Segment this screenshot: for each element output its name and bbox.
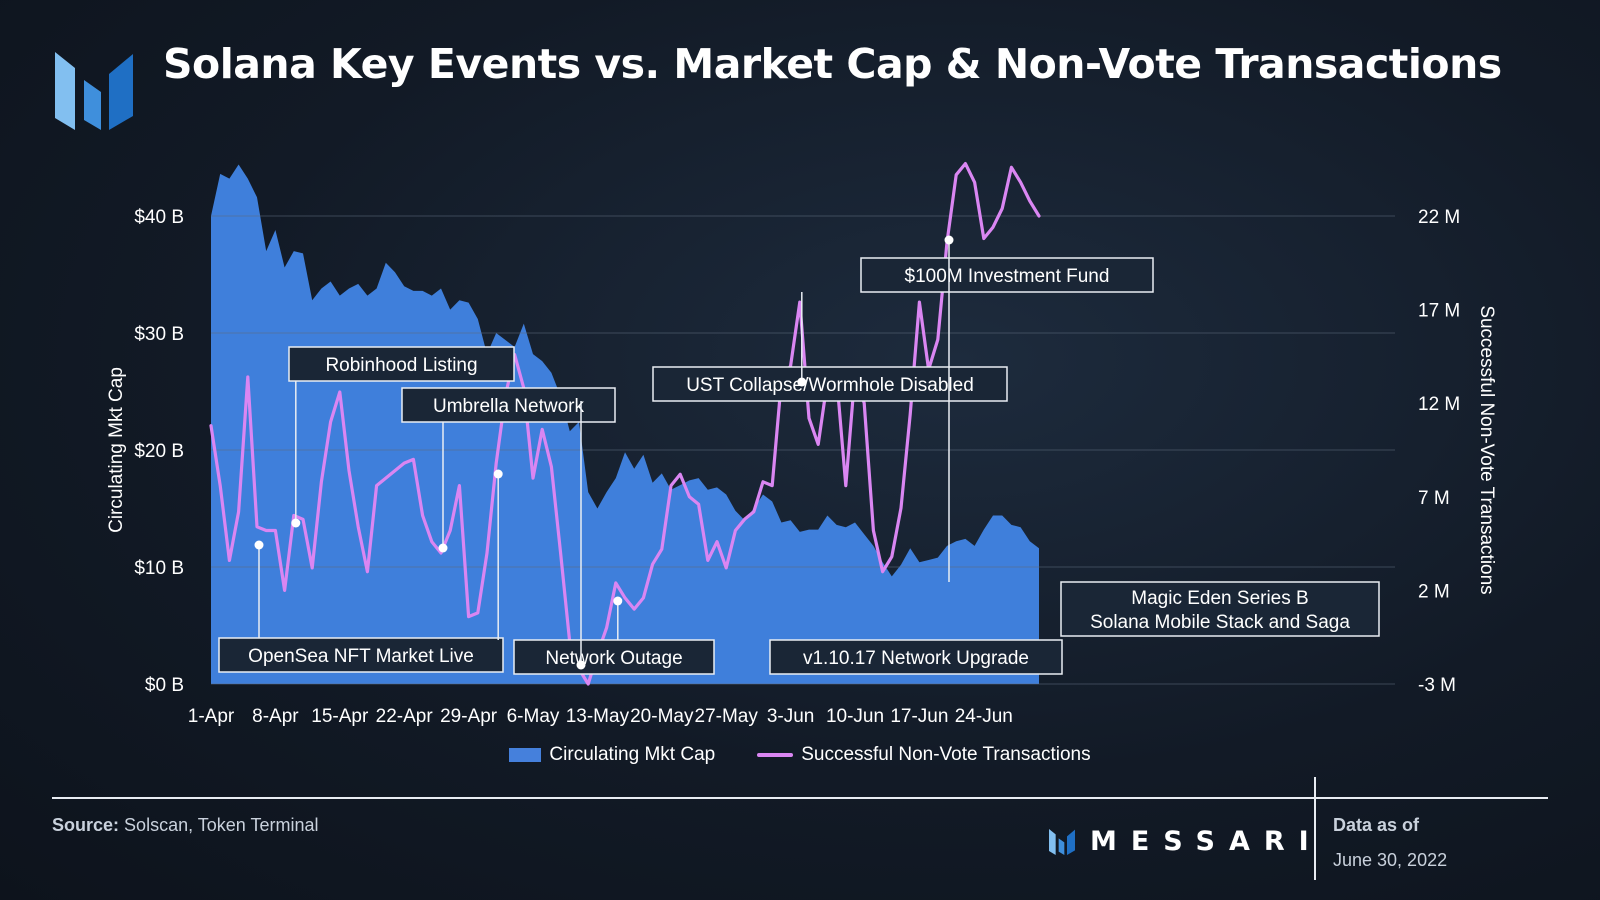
y-right-tick-label: 17 M	[1418, 301, 1460, 322]
x-tick-label: 29-Apr	[440, 706, 498, 727]
x-tick-label: 20-May	[630, 706, 694, 727]
y-left-tick-label: $40 B	[134, 207, 184, 228]
annotation-label: OpenSea NFT Market Live	[248, 646, 474, 667]
annotation-dot	[613, 596, 623, 606]
annotation-label: v1.10.17 Network Upgrade	[803, 648, 1029, 669]
y-right-tick-label: 12 M	[1418, 394, 1460, 415]
annotation-label: Solana Mobile Stack and Saga	[1090, 612, 1350, 633]
legend-item-mktcap: Circulating Mkt Cap	[509, 744, 715, 766]
mktcap-area	[211, 164, 1039, 684]
annotation-label: Magic Eden Series B	[1131, 588, 1308, 609]
y-left-tick-label: $30 B	[134, 324, 184, 345]
brand-name: MESSARI	[1090, 826, 1323, 857]
annotation-dot	[576, 660, 586, 670]
annotation-label: UST Collapse/Wormhole Disabled	[686, 375, 974, 396]
annotation-dot	[944, 235, 954, 245]
y-left-axis-title: Circulating Mkt Cap	[106, 367, 127, 533]
legend-swatch-line	[757, 753, 794, 757]
page-title: Solana Key Events vs. Market Cap & Non-V…	[163, 40, 1502, 88]
transactions-line	[209, 162, 1041, 686]
annotation-box	[860, 257, 1154, 293]
annotation-box	[401, 387, 616, 423]
annotation-box	[288, 346, 515, 382]
source-label: Source:	[52, 815, 120, 835]
y-right-tick-label: 22 M	[1418, 207, 1460, 228]
y-left-tick-label: $20 B	[134, 441, 184, 462]
x-tick-label: 8-Apr	[252, 706, 299, 727]
chart-legend: Circulating Mkt Cap Successful Non-Vote …	[0, 744, 1600, 766]
x-tick-label: 22-Apr	[376, 706, 434, 727]
annotation-label: $100M Investment Fund	[905, 266, 1110, 287]
messari-logo-icon	[55, 52, 133, 130]
x-tick-label: 27-May	[695, 706, 759, 727]
annotation-box	[1060, 581, 1380, 637]
y-left-tick-label: $0 B	[145, 675, 184, 696]
legend-label-mktcap: Circulating Mkt Cap	[549, 744, 716, 765]
x-tick-label: 24-Jun	[955, 706, 1013, 727]
chart-canvas: $0 B $10 B $20 B $30 B $40 B -3 M 2 M 7 M 12 M 17…	[106, 162, 1497, 727]
x-tick-label: 6-May	[507, 706, 560, 727]
legend-label-transactions: Successful Non-Vote Transactions	[801, 744, 1091, 765]
y-right-tick-label: -3 M	[1418, 675, 1456, 696]
annotation-box	[218, 637, 504, 673]
x-tick-label: 10-Jun	[826, 706, 884, 727]
annotation-dot	[438, 543, 448, 553]
annotation-label: Network Outage	[545, 648, 682, 669]
annotation-dot	[254, 540, 264, 550]
legend-item-transactions: Successful Non-Vote Transactions	[757, 744, 1091, 766]
data-as-of-label: Data as of	[1333, 815, 1420, 835]
y-left-tick-label: $10 B	[134, 558, 184, 579]
x-tick-label: 3-Jun	[767, 706, 815, 727]
y-right-tick-label: 7 M	[1418, 488, 1450, 509]
annotation-box	[513, 639, 715, 675]
y-right-axis-title: Successful Non-Vote Transactions	[1476, 305, 1497, 594]
legend-swatch-area	[509, 748, 542, 762]
footer-vertical-divider	[1314, 777, 1316, 880]
annotation-label: Umbrella Network	[433, 396, 584, 417]
messari-small-logo-icon	[1049, 828, 1075, 855]
annotation-dot	[797, 377, 807, 387]
source-note: Source: Solscan, Token Terminal	[52, 815, 319, 836]
source-text: Solscan, Token Terminal	[124, 815, 319, 835]
annotation-dot	[493, 469, 503, 479]
x-tick-label: 13-May	[566, 706, 630, 727]
data-as-of-date: June 30, 2022	[1333, 850, 1448, 870]
brand: MESSARI	[1048, 826, 1323, 857]
annotation-label: Robinhood Listing	[325, 355, 477, 376]
x-tick-label: 15-Apr	[311, 706, 369, 727]
footer-divider	[52, 797, 1548, 799]
y-right-tick-label: 2 M	[1418, 581, 1450, 602]
annotation-dot	[291, 518, 301, 528]
annotation-box	[769, 639, 1063, 675]
x-tick-label: 1-Apr	[188, 706, 235, 727]
x-tick-label: 17-Jun	[890, 706, 948, 727]
annotation-box	[652, 366, 1008, 402]
